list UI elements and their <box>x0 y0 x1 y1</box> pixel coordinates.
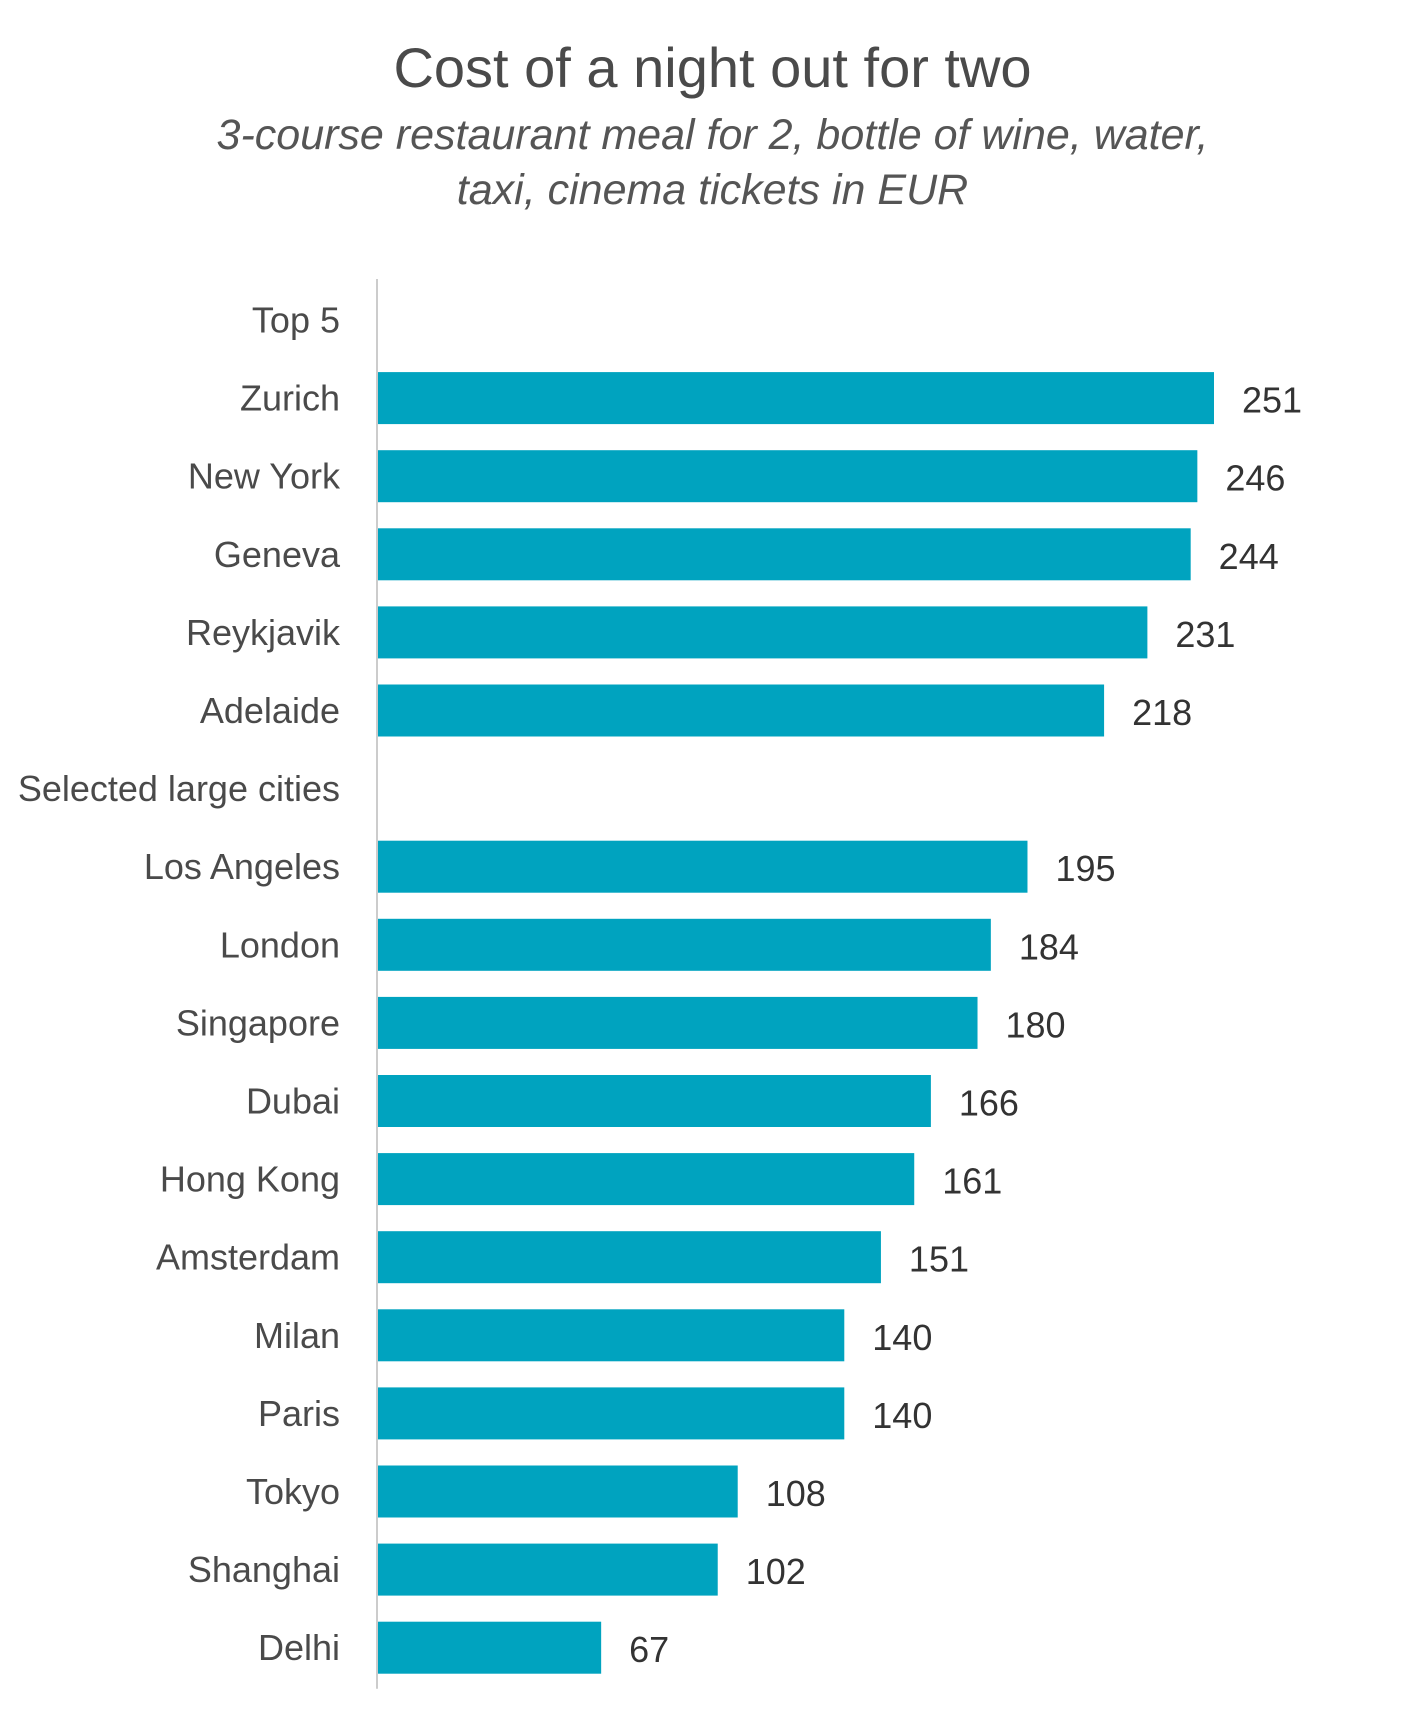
bar-london <box>378 918 991 971</box>
bar-singapore <box>378 996 978 1049</box>
chart-subtitle-line-1: 3-course restaurant meal for 2, bottle o… <box>216 111 1209 159</box>
bar-paris <box>378 1387 845 1440</box>
category-label-reykjavik: Reykjavik <box>186 612 341 653</box>
category-label-zurich: Zurich <box>240 378 340 419</box>
bar-new-york <box>378 450 1198 503</box>
category-label-dubai: Dubai <box>246 1081 340 1122</box>
bar-delhi <box>378 1621 602 1674</box>
category-label-delhi: Delhi <box>258 1627 340 1668</box>
bar-reykjavik <box>378 606 1148 659</box>
bar-los-angeles <box>378 840 1028 893</box>
value-label-paris: 140 <box>872 1395 932 1436</box>
value-label-london: 184 <box>1019 926 1079 967</box>
value-label-amsterdam: 151 <box>909 1239 969 1280</box>
category-label-tokyo: Tokyo <box>246 1471 340 1512</box>
value-label-geneva: 244 <box>1219 536 1279 577</box>
value-label-adelaide: 218 <box>1132 692 1192 733</box>
bar-zurich <box>378 372 1214 425</box>
bar-adelaide <box>378 684 1105 737</box>
bar-shanghai <box>378 1543 718 1596</box>
plot-area: Top 5 Zurich 251 New York 246 Geneva 244 Reykja… <box>18 278 1302 1689</box>
category-label-singapore: Singapore <box>176 1002 340 1043</box>
chart-subtitle-line-2: taxi, cinema tickets in EUR <box>456 166 969 214</box>
category-label-new-york: New York <box>188 456 341 497</box>
value-label-milan: 140 <box>872 1317 932 1358</box>
bar-geneva <box>378 528 1191 581</box>
bar-dubai <box>378 1075 931 1127</box>
category-label-shanghai: Shanghai <box>188 1549 340 1590</box>
category-label-paris: Paris <box>258 1393 340 1434</box>
category-label-london: London <box>220 924 340 965</box>
bar-amsterdam <box>378 1231 881 1284</box>
category-label-hong-kong: Hong Kong <box>160 1159 340 1200</box>
category-label-amsterdam: Amsterdam <box>156 1237 340 1278</box>
value-label-hong-kong: 161 <box>942 1161 1002 1202</box>
category-label-selected-large-cities: Selected large cities <box>18 768 340 809</box>
category-label-adelaide: Adelaide <box>200 690 340 731</box>
category-label-geneva: Geneva <box>214 534 341 575</box>
chart-title: Cost of a night out for two <box>393 36 1032 99</box>
bar-tokyo <box>378 1465 738 1518</box>
chart-subtitle: 3-course restaurant meal for 2, bottle o… <box>0 108 1425 218</box>
bar-milan <box>378 1309 845 1362</box>
category-label-milan: Milan <box>254 1315 340 1356</box>
value-label-los-angeles: 195 <box>1055 848 1115 889</box>
value-label-dubai: 166 <box>959 1083 1019 1124</box>
value-label-shanghai: 102 <box>746 1551 806 1592</box>
value-label-tokyo: 108 <box>766 1473 826 1514</box>
category-label-top-5: Top 5 <box>252 300 340 341</box>
value-label-zurich: 251 <box>1242 380 1302 421</box>
value-label-reykjavik: 231 <box>1175 614 1235 655</box>
value-label-singapore: 180 <box>1006 1004 1066 1045</box>
value-label-delhi: 67 <box>629 1629 669 1670</box>
value-label-new-york: 246 <box>1225 458 1285 499</box>
bar-hong-kong <box>378 1153 915 1206</box>
category-label-los-angeles: Los Angeles <box>144 846 340 887</box>
